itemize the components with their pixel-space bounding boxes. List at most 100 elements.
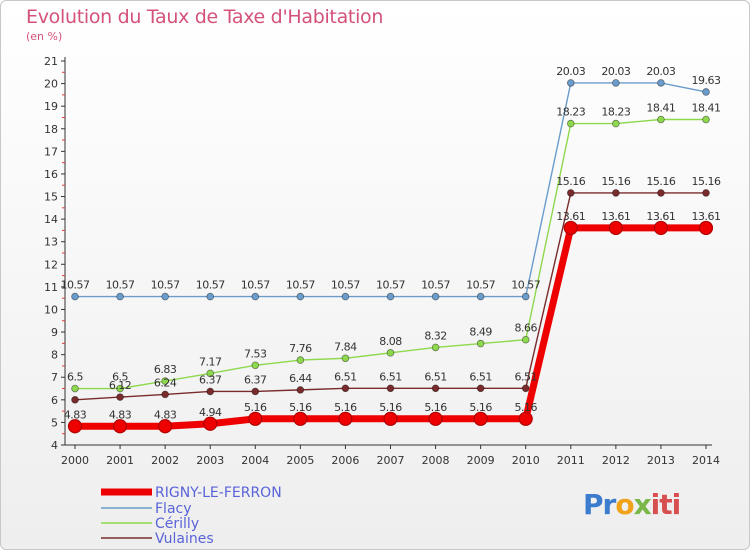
data-point (71, 384, 79, 393)
y-tick-label: 14 (44, 213, 58, 226)
data-label: 6.24 (154, 376, 177, 389)
data-label: 5.16 (244, 401, 267, 414)
y-tick-label: 8 (51, 349, 58, 362)
y-tick-label: 17 (44, 145, 58, 158)
data-point (71, 396, 79, 404)
data-point (566, 79, 575, 87)
data-label: 10.57 (331, 279, 360, 292)
data-point (431, 384, 440, 393)
data-label: 6.44 (289, 372, 312, 385)
data-label: 20.03 (646, 65, 675, 78)
legend-label: Cérilly (155, 516, 199, 532)
x-tick-label: 2004 (241, 454, 269, 467)
data-label: 13.61 (601, 210, 630, 223)
data-label: 6.51 (514, 370, 537, 383)
series-line (75, 224, 706, 430)
data-point (206, 387, 215, 396)
data-point (612, 79, 620, 87)
data-point (338, 411, 353, 426)
logo-part: x (633, 488, 652, 521)
data-point (612, 119, 620, 128)
x-tick-label: 2005 (286, 454, 314, 467)
series-0 (67, 220, 714, 434)
logo-part: iti (650, 488, 682, 521)
data-label: 7.17 (199, 355, 222, 368)
logo-part: Pr (583, 488, 616, 521)
data-point (341, 354, 350, 363)
data-label: 4.83 (154, 408, 177, 421)
data-label: 7.53 (244, 347, 267, 360)
x-tick-label: 2014 (692, 454, 720, 467)
data-label: 6.51 (424, 370, 447, 383)
data-point (116, 384, 124, 393)
data-point (203, 416, 218, 431)
data-point (341, 292, 350, 301)
x-tick-label: 2010 (512, 454, 540, 467)
data-point (296, 386, 305, 394)
data-label: 4.83 (64, 408, 87, 421)
data-point (341, 384, 350, 393)
data-label: 6.5 (67, 371, 83, 384)
data-label: 18.23 (601, 106, 630, 119)
logo-part: o (615, 488, 634, 521)
data-point (296, 292, 305, 301)
data-point (251, 361, 260, 370)
data-point (293, 411, 308, 426)
data-label: 20.03 (601, 65, 630, 78)
data-label: 6.51 (379, 370, 402, 383)
data-point (428, 411, 443, 426)
series-2 (71, 115, 710, 393)
data-point (248, 411, 263, 426)
legend-label: Vulaines (155, 531, 214, 547)
data-point (653, 220, 669, 236)
data-label: 20.03 (556, 65, 585, 78)
y-tick-label: 18 (44, 123, 58, 136)
data-label: 8.08 (379, 335, 402, 348)
data-label: 10.57 (511, 279, 540, 292)
data-label: 15.16 (601, 175, 630, 188)
data-labels: 10.57 10.57 10.57 10.57 10.57 10.57 10.57 10.57… (61, 65, 722, 421)
legend-label: RIGNY-LE-FERRON (155, 485, 282, 501)
data-label: 10.57 (286, 279, 315, 292)
data-label: 15.16 (692, 175, 721, 188)
data-point (476, 384, 485, 393)
data-label: 5.16 (289, 401, 312, 414)
data-label: 5.16 (334, 401, 357, 414)
data-point (476, 292, 485, 301)
data-label: 4.83 (109, 408, 132, 421)
y-tick-label: 5 (51, 416, 58, 429)
data-point (386, 384, 395, 393)
data-label: 10.57 (106, 279, 135, 292)
data-label: 5.16 (379, 401, 402, 414)
data-label: 6.51 (334, 370, 357, 383)
data-point (566, 189, 575, 197)
data-point (383, 411, 398, 426)
data-point (657, 189, 665, 197)
x-tick-label: 2011 (557, 454, 585, 467)
data-point (612, 189, 620, 197)
y-tick-label: 13 (44, 236, 58, 249)
data-label: 5.16 (424, 401, 447, 414)
x-tick-label: 2008 (422, 454, 450, 467)
data-point (158, 419, 173, 434)
data-point (476, 339, 485, 348)
data-point (518, 411, 533, 426)
data-label: 6.51 (469, 370, 492, 383)
data-label: 10.57 (421, 279, 450, 292)
y-tick-label: 19 (44, 100, 58, 113)
data-point (608, 220, 623, 236)
x-tick-label: 2007 (377, 454, 405, 467)
data-point (657, 79, 665, 87)
data-label: 15.16 (646, 175, 675, 188)
data-point (702, 88, 710, 96)
data-label: 6.83 (154, 363, 177, 376)
data-label: 6.5 (112, 371, 128, 384)
chart-title: Evolution du Taux de Taxe d'Habitation (26, 6, 384, 28)
data-label: 18.41 (692, 102, 721, 115)
x-tick-label: 2002 (151, 454, 179, 467)
data-point (386, 349, 395, 357)
y-tick-label: 10 (44, 303, 58, 316)
y-tick-label: 6 (51, 394, 58, 407)
data-point (386, 292, 395, 301)
data-label: 10.57 (376, 279, 405, 292)
